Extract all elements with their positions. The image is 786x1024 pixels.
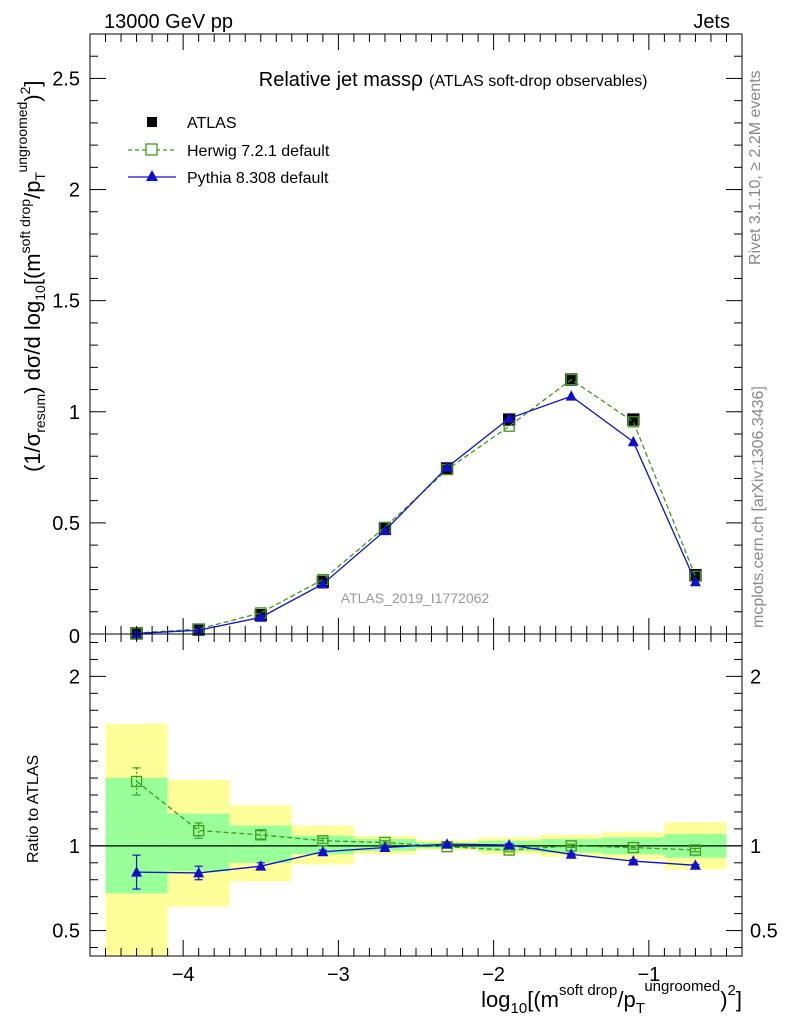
- main-plot-marks: [130, 373, 702, 640]
- legend-pythia-marker: [146, 170, 158, 181]
- main-y-tick-label-zero: 0: [69, 626, 80, 648]
- mcplots-credit-label: mcplots.cern.ch [arXiv:1306.3436]: [750, 386, 767, 628]
- ratio-band-green: [167, 813, 230, 872]
- herwig-ratio-line: [136, 780, 696, 851]
- ratio-axis-ticks: 0.5 0.5 1 1 2 2 −4 −3 −2 −1: [52, 634, 778, 986]
- chart-title-rho: ρ: [411, 68, 423, 91]
- main-y-tick-label: 2.5: [52, 68, 80, 90]
- main-y-tick-label: 1.5: [52, 291, 80, 313]
- herwig-point: [627, 416, 639, 428]
- ratio-panel: 0.5 0.5 1 1 2 2 −4 −3 −2 −1 Ratio to ATLAS log10[…: [25, 633, 778, 1017]
- main-y-tick-label: 0.5: [52, 513, 80, 535]
- chart-subtitle: (ATLAS soft-drop observables): [429, 73, 647, 90]
- pythia-point: [689, 575, 701, 587]
- main-y-tick-label: 1: [69, 402, 80, 424]
- main-axis-ticks: 0.5 1 1.5 2 2.5 0: [52, 33, 742, 648]
- ratio-y-tick-label-left: 2: [69, 666, 80, 688]
- pythia-point: [441, 461, 453, 472]
- herwig-ratio-point: [255, 829, 267, 841]
- ratio-y-tick-label-left: 0.5: [52, 921, 80, 943]
- ratio-y-tick-label-right: 0.5: [750, 921, 778, 943]
- main-panel: 0.5 1 1.5 2 2.5 0 ATLAS_2019_I1772062 Relativ…: [14, 33, 743, 648]
- ratio-y-axis-title: Ratio to ATLAS: [25, 755, 42, 863]
- pythia-point: [627, 435, 639, 447]
- pythia-ratio-point: [131, 866, 143, 877]
- pythia-ratio-point: [255, 860, 267, 871]
- pythia-point: [255, 611, 267, 622]
- rivet-version-label: Rivet 3.1.10, ≥ 2.2M events: [747, 70, 764, 265]
- pythia-ratio-point: [317, 845, 329, 857]
- ratio-uncertainty-bands: [105, 723, 727, 956]
- x-tick-label: −1: [637, 964, 660, 986]
- legend-herwig-marker: [145, 143, 158, 156]
- herwig-ratio-point: [193, 824, 205, 837]
- pythia-ratio-point: [565, 848, 577, 859]
- pythia-point: [379, 524, 391, 536]
- pythia-ratio-line: [136, 843, 696, 874]
- pythia-point: [317, 578, 329, 589]
- legend-atlas-marker: [147, 117, 157, 127]
- ratio-y-tick-label-right: 2: [750, 666, 761, 688]
- x-axis-title: log10[(msoft drop/pTungroomed)2]: [481, 978, 742, 1017]
- herwig-ratio-point: [130, 775, 143, 788]
- legend-atlas-label: ATLAS: [187, 115, 237, 132]
- pythia-ratio-point: [193, 867, 205, 878]
- herwig-point: [565, 373, 577, 386]
- ratio-plot-marks: [90, 767, 742, 890]
- legend-pythia-label: Pythia 8.308 default: [187, 170, 329, 187]
- pythia-ratio-point: [441, 838, 453, 849]
- x-tick-label: −3: [327, 964, 350, 986]
- pythia-ratio-point: [689, 859, 701, 870]
- pythia-ratio-point: [503, 839, 515, 850]
- herwig-ratio-point: [627, 841, 639, 854]
- pythia-point: [565, 390, 577, 401]
- pythia-ratio-point: [379, 841, 391, 852]
- analysis-watermark: ATLAS_2019_I1772062: [341, 590, 490, 606]
- herwig-ratio-point: [317, 835, 329, 847]
- legend: ATLAS Herwig 7.2.1 default Pythia 8.308 …: [128, 115, 330, 187]
- chart-title: Relative jet massρ: [259, 68, 423, 91]
- x-tick-label: −2: [482, 964, 505, 986]
- pythia-ratio-point: [627, 855, 639, 866]
- main-y-tick-label: 2: [69, 180, 80, 202]
- chart-title-main: Relative jet mass: [259, 69, 411, 91]
- collision-label: 13000 GeV pp: [104, 11, 233, 33]
- pythia-point: [503, 412, 515, 423]
- pythia-line: [136, 395, 697, 635]
- category-label: Jets: [693, 11, 730, 33]
- main-y-axis-title: (1/σresum) dσ/d log10[(msoft drop/pTungr…: [14, 80, 48, 472]
- ratio-band-green: [291, 835, 354, 855]
- legend-herwig-label: Herwig 7.2.1 default: [187, 143, 330, 160]
- ratio-y-tick-label-left: 1: [69, 836, 80, 858]
- x-tick-label: −4: [172, 964, 195, 986]
- herwig-ratio-point: [689, 844, 702, 856]
- ratio-y-tick-label-right: 1: [750, 836, 761, 858]
